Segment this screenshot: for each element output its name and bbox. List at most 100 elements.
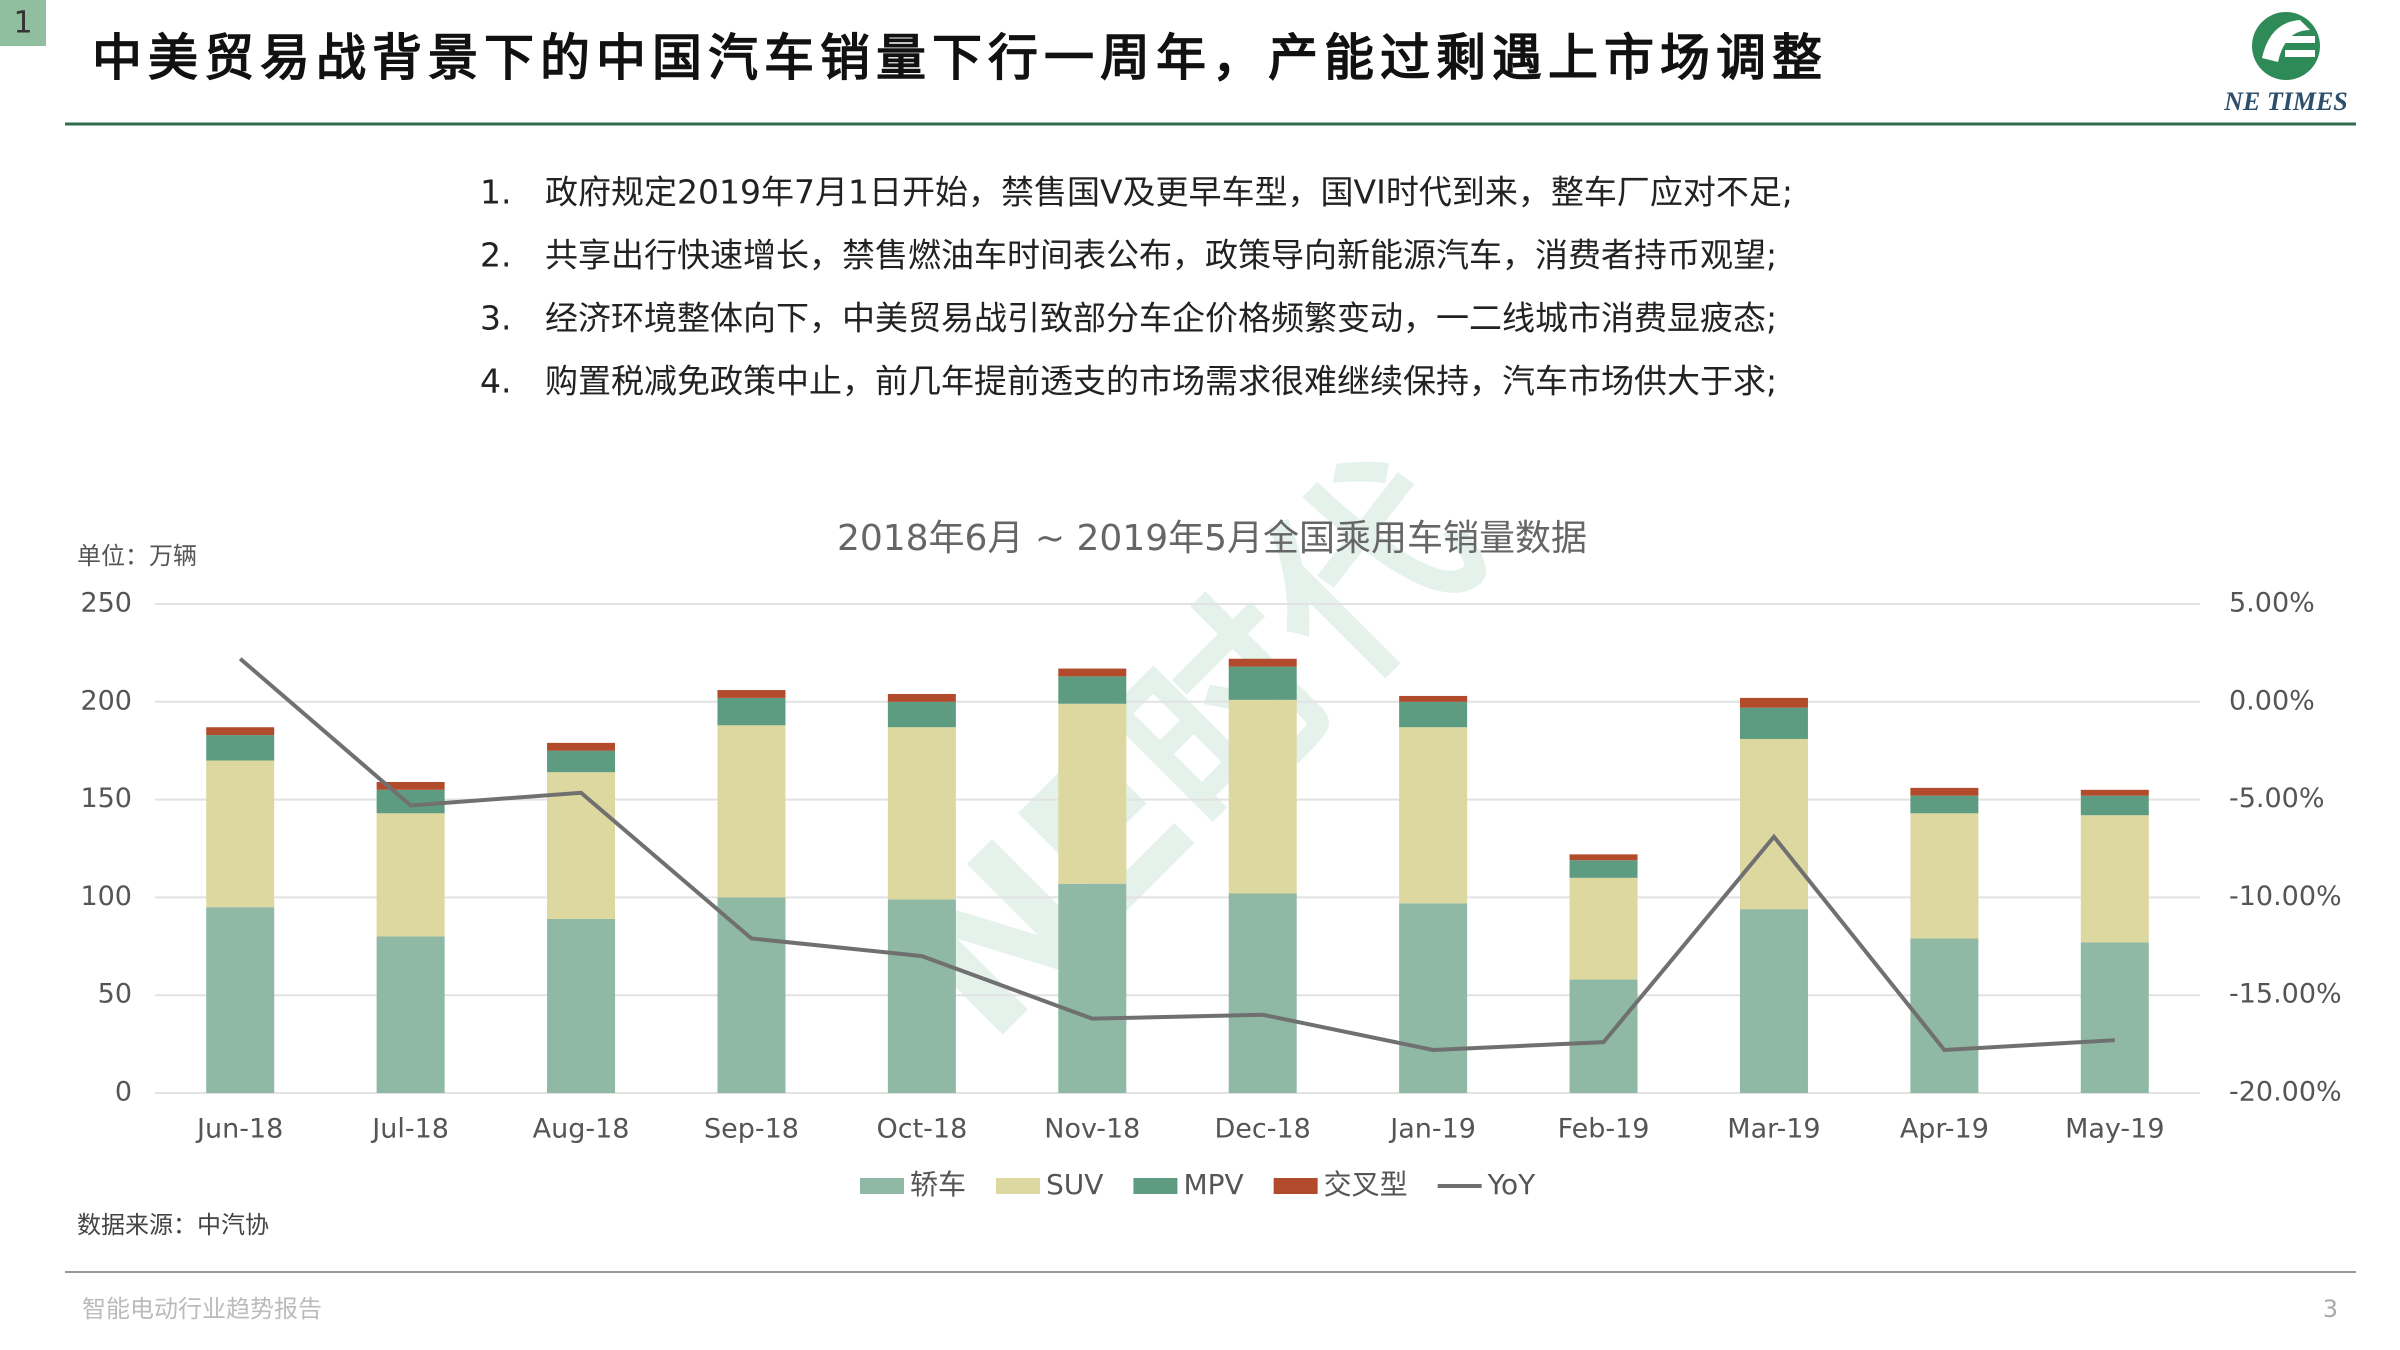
bar-segment	[1739, 909, 1808, 1093]
y-tick-label: 100	[80, 881, 132, 912]
y2-tick-label: -20.00%	[2229, 1077, 2342, 1108]
x-tick-label: May-19	[2065, 1114, 2164, 1145]
x-tick-label: Oct-18	[876, 1114, 967, 1145]
bar-segment	[376, 813, 445, 937]
legend-label: MPV	[1183, 1168, 1243, 1201]
y2-tick-label: 0.00%	[2229, 685, 2315, 716]
bar-segment	[1910, 938, 1979, 1093]
bar-segment	[2080, 789, 2149, 796]
bar-segment	[2080, 815, 2149, 943]
chart-title: 2018年6月 ~ 2019年5月全国乘用车销量数据	[837, 518, 1587, 559]
bar-segment	[1058, 703, 1127, 884]
logo-bar	[2285, 50, 2315, 57]
bar-segment	[376, 936, 445, 1093]
bar-segment	[547, 742, 616, 751]
y-tick-label: 150	[80, 783, 132, 814]
bullet-number: 2.	[480, 236, 512, 275]
bar-segment	[717, 697, 786, 726]
legend-label: 轿车	[910, 1168, 966, 1201]
bar-segment	[1910, 813, 1979, 939]
bar-segment	[206, 735, 275, 761]
bar-segment	[717, 897, 786, 1093]
y-tick-label: 200	[80, 685, 132, 716]
bar-segment	[376, 789, 445, 814]
legend-key	[1273, 1178, 1318, 1194]
x-tick-label: Aug-18	[533, 1114, 630, 1145]
bar-segment	[376, 781, 445, 790]
bar-segment	[1569, 877, 1638, 980]
page-number: 3	[2323, 1295, 2338, 1323]
source: 数据来源：中汽协	[77, 1211, 269, 1239]
bar-segment	[887, 727, 956, 900]
bullet-number: 4.	[480, 362, 512, 401]
bar-segment	[2080, 795, 2149, 816]
bar-segment	[547, 772, 616, 919]
legend-label: YoY	[1487, 1168, 1537, 1201]
bar-segment	[1569, 854, 1638, 861]
y-unit-label: 单位：万辆	[77, 542, 197, 570]
bar-segment	[206, 727, 275, 736]
bar-segment	[1739, 738, 1808, 910]
bar-segment	[1910, 795, 1979, 814]
bullet-text: 购置税减免政策中止，前几年提前透支的市场需求很难继续保持，汽车市场供大于求;	[545, 362, 1777, 401]
y-tick-label: 250	[80, 588, 132, 619]
bar-segment	[1399, 903, 1468, 1093]
bar-segment	[547, 918, 616, 1093]
x-tick-label: Mar-19	[1727, 1114, 1820, 1145]
slide-number: 1	[13, 6, 32, 41]
bar-segment	[887, 693, 956, 702]
x-tick-label: Dec-18	[1215, 1114, 1311, 1145]
x-tick-label: Jun-18	[195, 1114, 283, 1145]
bullet-text: 共享出行快速增长，禁售燃油车时间表公布，政策导向新能源汽车，消费者持币观望;	[545, 236, 1777, 275]
y2-tick-label: -15.00%	[2229, 979, 2342, 1010]
logo: NE TIMES	[2223, 12, 2348, 116]
footer-text: 智能电动行业趋势报告	[82, 1295, 322, 1323]
bar-segment	[1228, 666, 1297, 700]
bar-segment	[1058, 676, 1127, 704]
bar-segment	[1228, 893, 1297, 1093]
y-tick-label: 0	[115, 1077, 132, 1108]
bar-segment	[717, 690, 786, 698]
bar-segment	[1228, 658, 1297, 667]
bar-segment	[1399, 701, 1468, 728]
logo-bar	[2285, 36, 2315, 43]
bar-segment	[1739, 697, 1808, 708]
legend-key	[996, 1178, 1041, 1194]
bar-segment	[2080, 942, 2149, 1093]
logo-mark	[2252, 12, 2320, 80]
slide-number-box	[0, 0, 46, 46]
y2-tick-label: 5.00%	[2229, 588, 2315, 619]
bar-segment	[547, 750, 616, 773]
bullet-text: 政府规定2019年7月1日开始，禁售国V及更早车型，国VI时代到来，整车厂应对不…	[545, 173, 1793, 212]
legend-label: 交叉型	[1324, 1168, 1408, 1201]
bar-segment	[887, 899, 956, 1093]
logo-text: NE TIMES	[2223, 87, 2348, 116]
bar-segment	[1569, 979, 1638, 1093]
bar-segment	[1058, 883, 1127, 1093]
bar-segment	[1569, 860, 1638, 878]
legend-label: SUV	[1046, 1168, 1103, 1201]
legend-key	[1133, 1178, 1178, 1194]
bar-segment	[1910, 787, 1979, 796]
x-tick-label: Nov-18	[1044, 1114, 1140, 1145]
x-tick-label: Jan-19	[1388, 1114, 1476, 1145]
bar-segment	[1399, 695, 1468, 702]
bullet-number: 3.	[480, 299, 512, 338]
bar-segment	[206, 760, 275, 908]
bar-segment	[1058, 668, 1127, 677]
yoy-line	[238, 657, 2115, 1053]
bar-segment	[1739, 707, 1808, 739]
bar-segment	[717, 725, 786, 898]
bullet-number: 1.	[480, 173, 512, 212]
legend-key	[860, 1178, 904, 1194]
bar-segment	[1228, 699, 1297, 894]
bar-segment	[206, 907, 275, 1093]
y2-tick-label: -5.00%	[2229, 783, 2325, 814]
y-tick-label: 50	[98, 979, 132, 1010]
y2-tick-label: -10.00%	[2229, 881, 2342, 912]
slide-title: 中美贸易战背景下的中国汽车销量下行一周年，产能过剩遇上市场调整	[92, 28, 1828, 87]
bar-segment	[887, 701, 956, 728]
bar-segment	[1399, 727, 1468, 904]
